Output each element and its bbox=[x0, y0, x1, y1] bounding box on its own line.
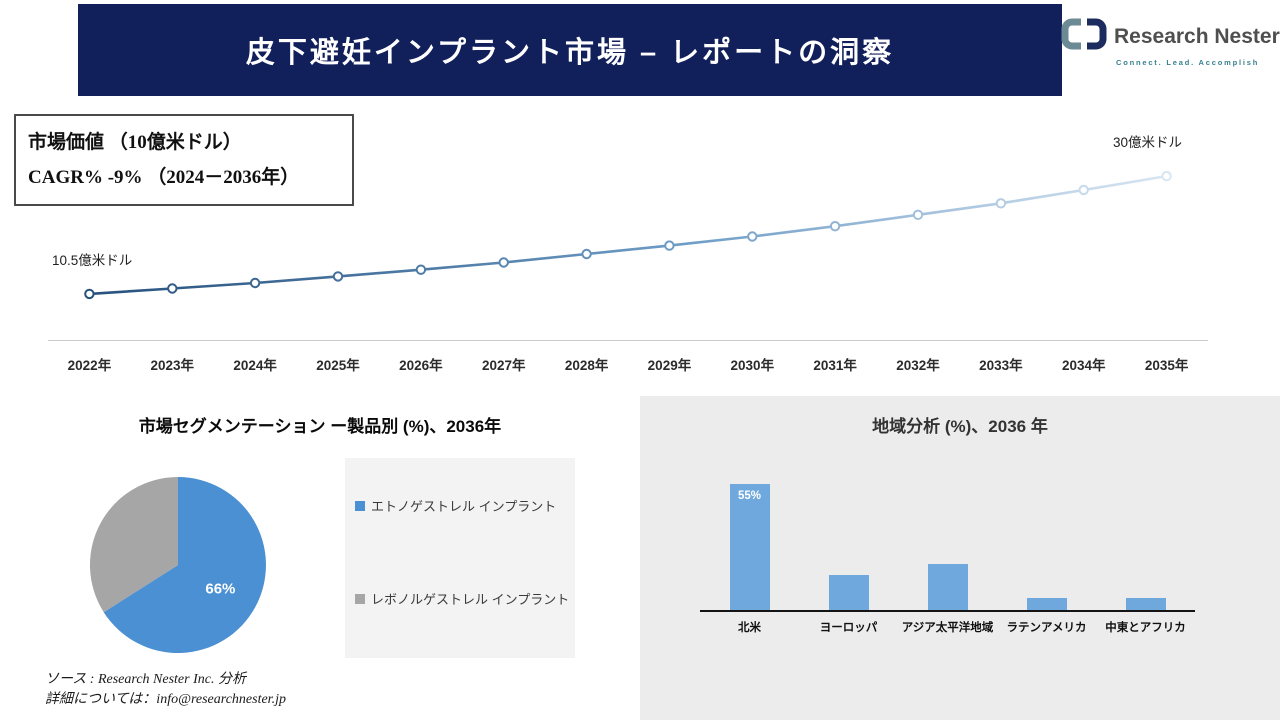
logo-name: Research Nester bbox=[1114, 24, 1280, 48]
start-value-label: 10.5億米ドル bbox=[52, 253, 133, 268]
x-axis-tick-label: 2025年 bbox=[316, 358, 360, 373]
market-value-box: 市場価値 （10億米ドル） CAGR% -9% （2024－2036年） bbox=[14, 114, 354, 207]
bar-category-label: 中東とアフリカ bbox=[1105, 622, 1186, 634]
logo-tagline: Connect. Lead. Accomplish bbox=[1116, 58, 1260, 67]
bar-cell bbox=[799, 575, 898, 610]
legend-label: エトノゲストレル インプラント bbox=[371, 499, 557, 514]
regional-analysis-title: 地域分析 (%)、2036 年 bbox=[872, 417, 1048, 436]
data-point-marker bbox=[332, 271, 344, 282]
data-point-marker bbox=[1161, 170, 1172, 182]
region-bar bbox=[927, 564, 968, 610]
bar-cell bbox=[898, 564, 997, 610]
legend-swatch-icon bbox=[355, 500, 365, 511]
data-point-marker bbox=[167, 283, 178, 294]
bar-category-label: ヨーロッパ bbox=[819, 622, 878, 634]
x-axis-tick-label: 2026年 bbox=[399, 358, 443, 373]
segmentation-pie-chart: 66% bbox=[89, 477, 266, 653]
region-bar bbox=[1026, 598, 1067, 610]
data-point-marker bbox=[581, 248, 592, 260]
data-point-marker bbox=[415, 264, 427, 275]
region-bar bbox=[1125, 598, 1166, 610]
x-axis-tick-label: 2027年 bbox=[481, 358, 526, 373]
data-point-marker bbox=[747, 231, 758, 242]
legend-item: レボノルゲストレル インプラント bbox=[355, 589, 575, 608]
bar-chart-category-labels: 北米 ヨーロッパ アジア太平洋地域 ラテンアメリカ 中東とアフリカ bbox=[700, 619, 1195, 635]
header-banner: 皮下避妊インプラント市場 – レポートの洞察 bbox=[78, 4, 1062, 96]
logo-icon bbox=[1060, 16, 1108, 57]
footer: ソース : Research Nester Inc. 分析 詳細については：in… bbox=[45, 670, 286, 710]
segmentation-title: 市場セグメンテーション ー製品別 (%)、2036年 bbox=[138, 417, 502, 436]
x-axis: 2022年 2023年 2024年 2025年 2026年 2027年 2028年 2029年… bbox=[48, 340, 1208, 374]
region-bar bbox=[828, 575, 869, 610]
legend-label: レボノルゲストレル インプラント bbox=[371, 592, 570, 607]
legend-swatch-icon bbox=[355, 593, 365, 604]
regional-bar-chart: 55% bbox=[700, 470, 1195, 610]
page-title: 皮下避妊インプラント市場 – レポートの洞察 bbox=[245, 37, 895, 69]
footer-source: ソース : Research Nester Inc. 分析 bbox=[45, 672, 246, 687]
pie-legend: エトノゲストレル インプラント レボノルゲストレル インプラント bbox=[345, 458, 575, 658]
bar-data-label: 55% bbox=[737, 490, 762, 502]
footer-contact: 詳細については：info@researchnester.jp bbox=[45, 691, 286, 707]
x-axis-tick-label: 2034年 bbox=[1061, 358, 1106, 373]
pie-data-label: 66% bbox=[205, 580, 235, 597]
end-value-label: 30億米ドル bbox=[1113, 135, 1183, 150]
data-point-marker bbox=[995, 198, 1007, 209]
x-axis-tick-label: 2031年 bbox=[813, 358, 857, 373]
legend-item: エトノゲストレル インプラント bbox=[355, 496, 575, 515]
research-nester-logo: Research Nester Connect. Lead. Accomplis… bbox=[1060, 16, 1280, 67]
pie-slice-0 bbox=[103, 477, 266, 653]
x-axis-tick-label: 2029年 bbox=[647, 358, 692, 373]
x-axis-tick-label: 2028年 bbox=[564, 358, 609, 373]
x-axis-tick-label: 2032年 bbox=[896, 358, 940, 373]
market-trend-line bbox=[89, 174, 1167, 296]
data-point-marker bbox=[84, 288, 95, 300]
region-bar: 55% bbox=[729, 484, 770, 610]
bar-category-label: アジア太平洋地域 bbox=[901, 622, 994, 634]
x-axis-tick-label: 2035年 bbox=[1144, 358, 1189, 373]
data-point-marker bbox=[664, 240, 675, 251]
x-axis-tick-label: 2022年 bbox=[67, 358, 112, 373]
data-point-marker bbox=[1078, 184, 1089, 196]
pie-slice-1 bbox=[89, 477, 178, 613]
x-axis-tick-label: 2024年 bbox=[233, 358, 277, 373]
market-value-label: 市場価値 （10億米ドル） bbox=[28, 132, 242, 153]
cagr-label: CAGR% -9% （2024－2036年） bbox=[28, 167, 300, 189]
data-point-marker bbox=[912, 209, 924, 221]
market-trend-line-chart bbox=[84, 170, 1172, 300]
data-point-marker bbox=[249, 277, 261, 289]
x-axis-tick-label: 2023年 bbox=[150, 358, 195, 373]
bar-cell: 55% bbox=[700, 484, 799, 610]
bar-cell bbox=[997, 598, 1096, 610]
bar-cell bbox=[1096, 598, 1195, 610]
bar-category-label: 北米 bbox=[738, 622, 761, 634]
bar-chart-axis bbox=[700, 610, 1195, 612]
data-point-marker bbox=[829, 221, 841, 232]
data-point-marker bbox=[498, 257, 509, 268]
x-axis-tick-label: 2033年 bbox=[979, 358, 1023, 373]
bar-category-label: ラテンアメリカ bbox=[1006, 622, 1087, 634]
x-axis-tick-label: 2030年 bbox=[730, 358, 775, 373]
